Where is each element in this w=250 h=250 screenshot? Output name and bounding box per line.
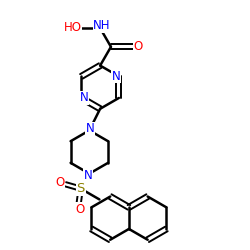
Text: S: S (76, 182, 85, 195)
Text: O: O (133, 40, 142, 53)
Text: HO: HO (64, 20, 82, 34)
Text: N: N (80, 92, 88, 104)
Text: N: N (112, 70, 121, 83)
Text: NH: NH (93, 19, 110, 32)
Text: N: N (86, 122, 95, 135)
Text: O: O (75, 203, 84, 216)
Text: O: O (56, 176, 65, 189)
Text: N: N (84, 169, 92, 182)
